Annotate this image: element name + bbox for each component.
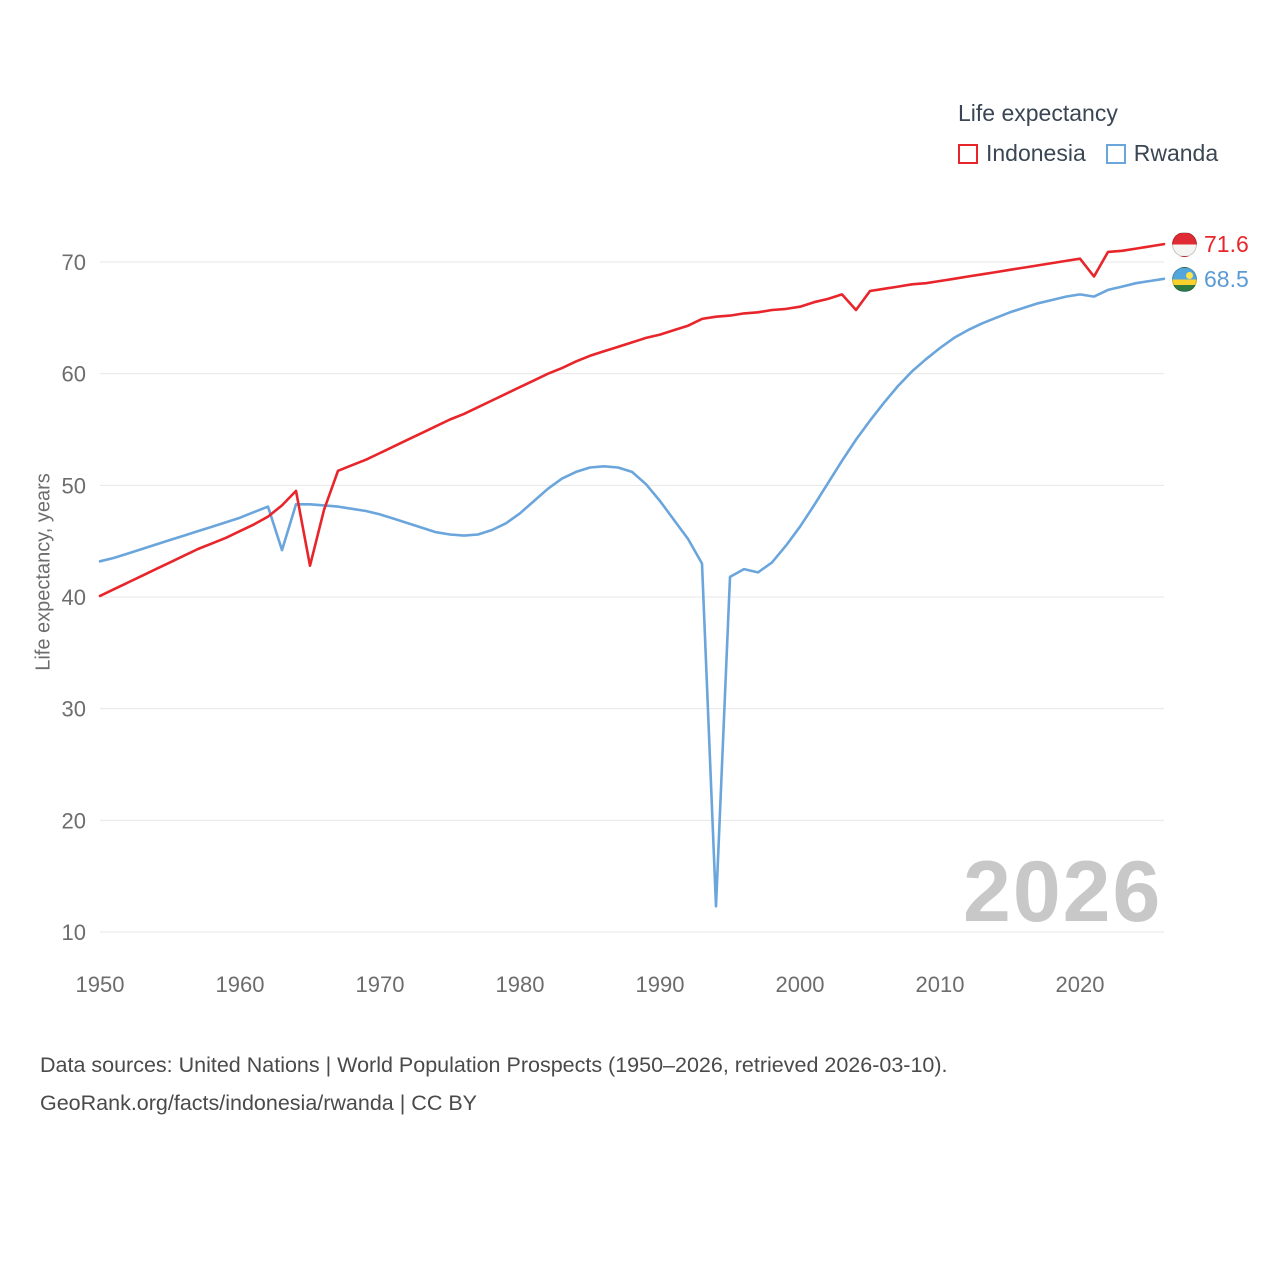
x-tick-label: 1980: [496, 972, 545, 997]
y-axis-title: Life expectancy, years: [32, 473, 55, 671]
legend-item-indonesia: Indonesia: [958, 140, 1086, 167]
y-tick-label: 60: [62, 362, 86, 387]
y-tick-label: 30: [62, 697, 86, 722]
indonesia-flag-icon: [1172, 231, 1197, 257]
footer-attribution-line: GeoRank.org/facts/indonesia/rwanda | CC …: [40, 1091, 478, 1115]
y-tick-label: 20: [62, 808, 86, 833]
y-tick-label: 70: [62, 250, 86, 275]
series-line-indonesia: [98, 242, 1166, 598]
legend-items: Indonesia Rwanda: [958, 140, 1218, 167]
y-tick-label: 10: [62, 920, 86, 945]
indonesia-swatch-icon: [958, 143, 978, 164]
x-tick-label: 1990: [636, 972, 685, 997]
chart-legend: Life expectancy Indonesia Rwanda: [958, 100, 1218, 167]
indonesia-end-value: 71.6: [1204, 230, 1249, 257]
line-chart: 10 20 30 40 50 60 70 1950 1960 1970 1980 1990 2000 20…: [62, 242, 1166, 997]
legend-label-indonesia: Indonesia: [986, 140, 1086, 166]
x-tick-label: 1970: [356, 972, 405, 997]
rwanda-swatch-icon: [1105, 143, 1126, 164]
legend-label-rwanda: Rwanda: [1133, 140, 1219, 166]
x-tick-label: 2000: [776, 972, 825, 997]
y-tick-label: 50: [62, 473, 86, 498]
legend-title: Life expectancy: [958, 100, 1118, 126]
footer: Data sources: United Nations | World Pop…: [40, 1046, 1240, 1122]
series-line-rwanda: [98, 277, 1166, 908]
footer-sources-line: Data sources: United Nations | World Pop…: [40, 1053, 948, 1077]
x-tick-label: 2020: [1056, 972, 1105, 997]
rwanda-flag-icon: [1172, 266, 1197, 292]
x-tick-label: 2010: [916, 972, 965, 997]
rwanda-end-value: 68.5: [1204, 265, 1249, 292]
x-tick-label: 1960: [216, 972, 265, 997]
y-tick-label: 40: [62, 585, 86, 610]
end-label-rwanda: 68.5: [1172, 266, 1249, 292]
x-tick-label: 1950: [76, 972, 125, 997]
end-label-indonesia: 71.6: [1172, 231, 1249, 257]
legend-item-rwanda: Rwanda: [1105, 140, 1219, 167]
year-watermark: 2026: [963, 844, 1163, 940]
